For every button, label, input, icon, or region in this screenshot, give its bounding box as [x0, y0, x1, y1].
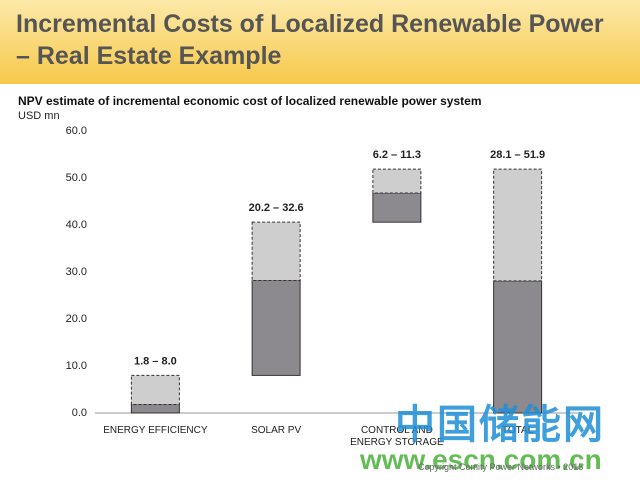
value-label: 6.2 – 11.3	[373, 149, 421, 161]
x-tick-label: CONTROL AND ENERGY STORAGE	[350, 425, 444, 448]
y-tick-label: 10.0	[66, 360, 87, 372]
bar-low	[493, 280, 543, 414]
y-tick-label: 60.0	[66, 125, 87, 137]
y-tick-label: 0.0	[72, 407, 87, 419]
bar-low	[251, 279, 301, 376]
y-tick-label: 30.0	[66, 266, 87, 278]
bar-high	[130, 374, 180, 406]
bar-low	[372, 192, 422, 223]
bar-low	[130, 404, 180, 414]
value-label: 28.1 – 51.9	[490, 149, 545, 161]
x-tick-label: TOTAL	[501, 425, 534, 436]
header	[0, 0, 640, 84]
x-tick-label: ENERGY EFFICIENCY	[103, 425, 208, 436]
watermark: 中国储能网	[395, 403, 605, 447]
bar-high	[251, 221, 301, 281]
x-tick-label: SOLAR PV	[251, 425, 302, 436]
y-tick-label: 20.0	[66, 313, 87, 325]
y-tick-label: 40.0	[66, 219, 87, 231]
bar-high	[372, 168, 422, 194]
bar-high	[493, 168, 543, 282]
watermark-url: www.escn.com.cn	[360, 444, 602, 475]
y-tick-label: 50.0	[66, 172, 87, 184]
chart-title: NPV estimate of incremental economic cos…	[18, 94, 482, 108]
y-axis-label: USD mn	[18, 110, 60, 122]
slide-title: Incremental Costs of Localized Renewable…	[16, 10, 604, 70]
footer: Copyright Comity Power Networks • 2015	[418, 462, 584, 472]
value-label: 20.2 – 32.6	[249, 202, 304, 214]
value-label: 1.8 – 8.0	[134, 355, 177, 367]
